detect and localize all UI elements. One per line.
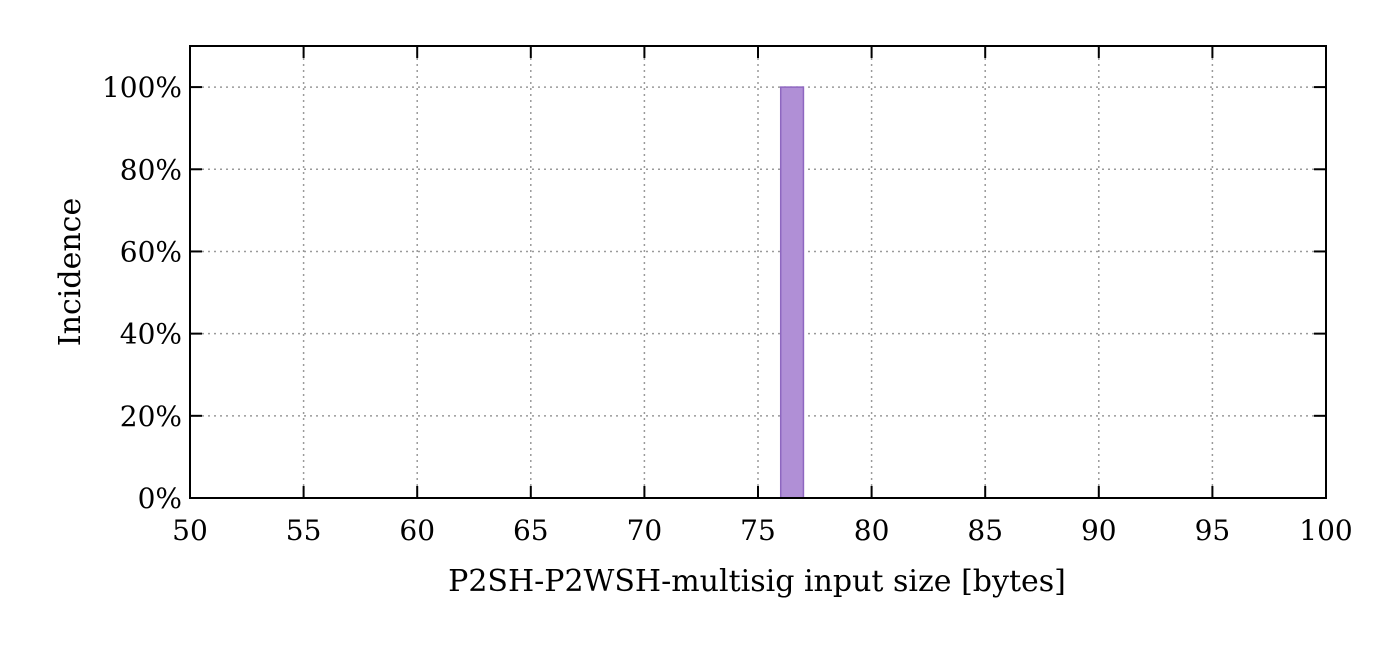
x-tick-label: 50 — [172, 514, 208, 547]
x-tick-label: 70 — [627, 514, 663, 547]
y-tick-label: 40% — [120, 318, 182, 351]
y-tick-labels: 0% 20% 40% 60% 80% 100% — [102, 71, 182, 515]
y-axis-title: Incidence — [53, 198, 88, 346]
bar — [779, 86, 805, 499]
x-tick-label: 95 — [1195, 514, 1231, 547]
x-tick-label: 55 — [286, 514, 322, 547]
x-tick-label: 60 — [399, 514, 435, 547]
x-tick-label: 80 — [854, 514, 890, 547]
bar-layer — [779, 86, 805, 499]
x-tick-label: 85 — [967, 514, 1003, 547]
x-tick-labels: 50 55 60 65 70 75 80 85 90 95 100 — [172, 514, 1353, 547]
x-tick-label: 65 — [513, 514, 549, 547]
grid-lines — [190, 46, 1326, 498]
y-tick-label: 60% — [120, 235, 182, 268]
tick-marks — [189, 46, 1327, 499]
y-tick-label: 80% — [120, 153, 182, 186]
y-tick-label: 20% — [120, 400, 182, 433]
x-tick-label: 90 — [1081, 514, 1117, 547]
y-tick-label: 0% — [138, 482, 182, 515]
x-tick-label: 100 — [1299, 514, 1352, 547]
y-tick-label: 100% — [102, 71, 182, 104]
x-tick-label: 75 — [740, 514, 776, 547]
x-axis-title: P2SH-P2WSH-multisig input size [bytes] — [448, 564, 1066, 599]
